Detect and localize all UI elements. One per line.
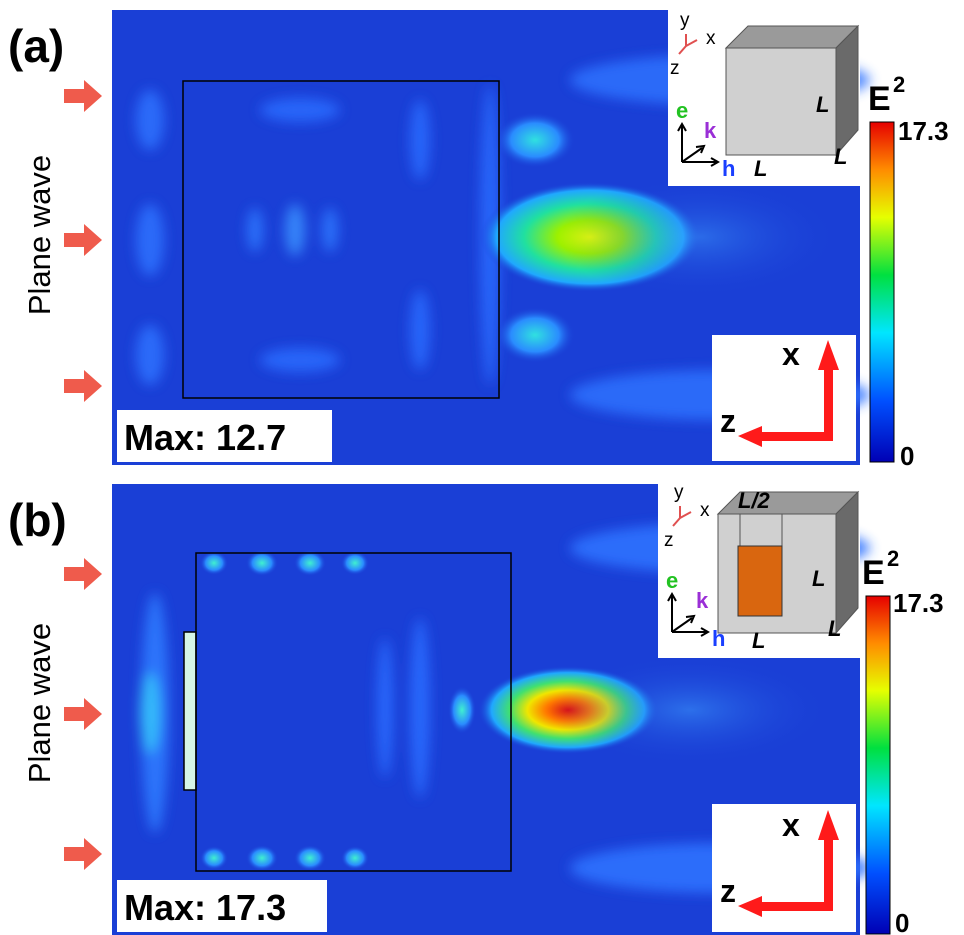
colorbar-max-label: 17.3 — [898, 116, 949, 146]
panel-b-figure: (b) Plane wave Max: 17.3 x z L/2 L L L y… — [8, 482, 944, 935]
colorbar-min-label: 0 — [895, 908, 909, 935]
plane-wave-label: Plane wave — [22, 623, 57, 783]
incident-arrow-icon — [64, 370, 102, 402]
cube-3d-icon — [724, 24, 860, 157]
colorbar-title-sup: 2 — [893, 72, 905, 97]
incident-arrow-icon — [64, 80, 102, 112]
axis-z-label: z — [720, 403, 736, 439]
patch-icon — [737, 545, 783, 617]
cube-outline — [182, 80, 500, 399]
colorbar-max-label: 17.3 — [893, 588, 944, 618]
incident-arrows — [64, 558, 102, 870]
colorbar-title: E — [862, 554, 885, 592]
coord-triad-icon — [672, 506, 692, 527]
dim-label-height: L — [812, 566, 825, 591]
axis-x-label: x — [782, 336, 800, 372]
coord-y-label: y — [680, 10, 690, 31]
colorbar-min-label: 0 — [900, 441, 914, 470]
coord-z-label: z — [664, 530, 674, 551]
panel-a-figure: (a) Plane wave Max: 12.7 x z L L L y x z — [8, 8, 949, 470]
panel-label: (a) — [8, 20, 64, 72]
hotspot-row-bottom — [200, 845, 369, 871]
axis-z-label: z — [720, 873, 736, 909]
vector-k-label: k — [704, 118, 717, 143]
vector-h-label: h — [722, 156, 735, 181]
vector-h-label: h — [712, 626, 725, 651]
colorbar-title-sup: 2 — [887, 546, 899, 571]
incident-arrow-icon — [64, 698, 102, 730]
field-vectors-icon — [677, 121, 721, 167]
dim-label-depth: L — [828, 616, 841, 641]
panel-label: (b) — [8, 494, 67, 546]
arrow-left-icon — [738, 896, 762, 917]
incident-arrow-icon — [64, 224, 102, 256]
panel-b: (b) Plane wave Max: 17.3 x z L/2 L L L y… — [0, 478, 964, 935]
incident-arrow-icon — [64, 838, 102, 870]
cube-outline — [195, 552, 512, 872]
vector-e-label: e — [666, 568, 678, 593]
coord-z-label: z — [670, 58, 680, 79]
field-vectors-icon — [667, 591, 711, 637]
dim-label-width: L — [754, 156, 767, 181]
cube-3d-icon — [716, 490, 860, 635]
max-label: Max: 17.3 — [124, 887, 286, 928]
patch-slab — [183, 631, 197, 791]
vector-k-label: k — [696, 588, 709, 613]
axes-arrows — [738, 810, 839, 917]
coord-x-label: x — [700, 500, 710, 521]
incident-arrow-icon — [64, 558, 102, 590]
axis-x-label: x — [782, 807, 800, 843]
arrow-up-icon — [818, 340, 839, 370]
hotspot-row-top — [200, 550, 369, 576]
colorbar — [865, 595, 891, 935]
coord-y-label: y — [674, 482, 684, 503]
dim-label-width: L — [752, 628, 765, 653]
arrow-up-icon — [818, 810, 839, 840]
colorbar — [869, 121, 895, 463]
coord-x-label: x — [706, 28, 716, 49]
axes-arrows — [738, 340, 839, 447]
dim-label-depth: L — [834, 144, 847, 169]
dim-label-height: L — [816, 92, 829, 117]
max-box — [117, 410, 332, 462]
coord-triad-icon — [678, 34, 698, 55]
dim-label-half: L/2 — [738, 488, 771, 513]
vector-e-label: e — [676, 98, 688, 123]
plane-wave-label: Plane wave — [22, 155, 57, 315]
arrow-left-icon — [738, 426, 762, 447]
max-label: Max: 12.7 — [124, 417, 286, 458]
colorbar-title: E — [868, 80, 891, 118]
incident-arrows — [64, 80, 102, 402]
panel-a: (a) Plane wave Max: 12.7 x z L L L y x z — [8, 8, 949, 470]
max-box — [117, 880, 327, 932]
